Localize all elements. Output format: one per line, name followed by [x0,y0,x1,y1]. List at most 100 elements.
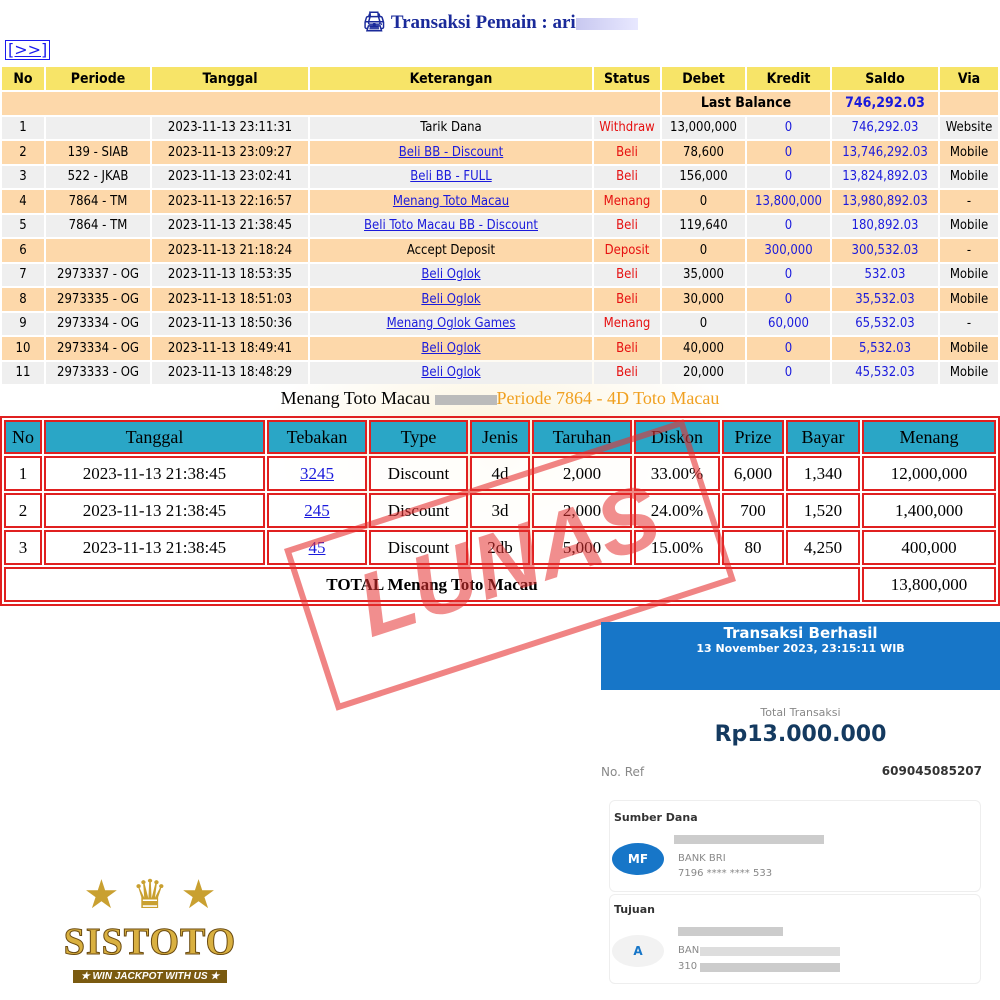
table-row: 6 2023-11-13 21:18:24 Accept Deposit Deposi… [2,239,998,262]
cell-periode: 7864 - TM [46,214,150,237]
cell-taruhan: 5,000 [532,530,632,565]
cell-no: 11 [2,361,44,384]
cell-no: 3 [4,530,42,565]
guess-number[interactable]: 245 [304,500,330,520]
cell-via: Mobile [940,141,998,164]
cell-kredit: 0 [747,214,830,237]
ref-label: No. Ref [601,765,645,779]
sistoto-logo: ★ ♛ ★ SISTOTO ★ WIN JACKPOT WITH US ★ [10,870,290,995]
table-row: 2 2023-11-13 21:38:45 245 Discount 3d 2,000 24… [4,493,996,528]
cell-debet: 0 [662,190,745,213]
description-link[interactable]: Beli Oglok [310,263,592,286]
cell-saldo: 13,824,892.03 [832,165,938,188]
cell-diskon: 24.00% [634,493,720,528]
cell-no: 7 [2,263,44,286]
cell-prize: 80 [722,530,784,565]
last-balance-row: Last Balance 746,292.03 [2,92,998,115]
column-header-diskon: Diskon [634,420,720,454]
cell-periode: 522 - JKAB [46,165,150,188]
cell-status: Beli [594,141,660,164]
source-card: Sumber Dana MF BANK BRI 7196 **** **** 5… [609,800,981,892]
column-header-tanggal: Tanggal [152,67,308,90]
cell-status: Beli [594,361,660,384]
cell-periode: 139 - SIAB [46,141,150,164]
cell-kredit: 300,000 [747,239,830,262]
column-header-taruhan: Taruhan [532,420,632,454]
redacted-name [575,17,638,30]
column-header-tanggal: Tanggal [44,420,265,454]
cell-via: Mobile [940,337,998,360]
cell-type: Discount [369,530,468,565]
cell-menang: 1,400,000 [862,493,996,528]
cell-tanggal: 2023-11-13 21:38:45 [44,456,265,491]
cell-bayar: 4,250 [786,530,860,565]
table-row: 2 139 - SIAB 2023-11-13 23:09:27 Beli BB - … [2,141,998,164]
receipt-datetime: 13 November 2023, 23:15:11 WIB [696,642,905,655]
cell-status: Beli [594,288,660,311]
cell-debet: 156,000 [662,165,745,188]
cell-periode: 2973335 - OG [46,288,150,311]
cell-kredit: 0 [747,116,830,139]
column-header-no: No [2,67,44,90]
cell-tanggal: 2023-11-13 21:18:24 [152,239,308,262]
destination-card: Tujuan A BAN 310 [609,894,981,984]
description-link[interactable]: Beli Oglok [310,361,592,384]
cell-debet: 119,640 [662,214,745,237]
printer-icon: 🖨 [362,12,387,33]
cell-no: 4 [2,190,44,213]
cell-saldo: 5,532.03 [832,337,938,360]
cell-saldo: 45,532.03 [832,361,938,384]
cell-saldo: 746,292.03 [832,116,938,139]
guess-number[interactable]: 45 [308,537,326,557]
cell-via: Mobile [940,214,998,237]
guess-number[interactable]: 3245 [300,463,334,483]
description-link[interactable]: Beli Oglok [310,288,592,311]
cell-kredit: 0 [747,337,830,360]
guess-link[interactable]: 3245 [267,456,367,491]
column-header-prize: Prize [722,420,784,454]
cell-menang: 400,000 [862,530,996,565]
cell-periode [46,116,150,139]
cell-no: 5 [2,214,44,237]
total-label: TOTAL Menang Toto Macau [4,567,860,602]
column-header-status: Status [594,67,660,90]
cell-status: Withdraw [594,116,660,139]
cell-status: Beli [594,263,660,286]
cell-status: Menang [594,190,660,213]
cell-kredit: 0 [747,361,830,384]
description-link[interactable]: Beli Toto Macau BB - Discount [310,214,592,237]
cell-diskon: 15.00% [634,530,720,565]
cell-no: 10 [2,337,44,360]
guess-link[interactable]: 245 [267,493,367,528]
avatar: MF [612,843,664,875]
cell-periode [46,239,150,262]
cell-tanggal: 2023-11-13 18:49:41 [152,337,308,360]
cell-tanggal: 2023-11-13 18:51:03 [152,288,308,311]
cell-saldo: 180,892.03 [832,214,938,237]
cell-via: Mobile [940,263,998,286]
description-link[interactable]: Beli Oglok [310,337,592,360]
description-link[interactable]: Beli BB - Discount [310,141,592,164]
cell-no: 2 [2,141,44,164]
guess-link[interactable]: 45 [267,530,367,565]
table-row: 11 2973333 - OG 2023-11-13 18:48:29 Beli Og… [2,361,998,384]
cell-status: Beli [594,214,660,237]
cell-periode: 2973333 - OG [46,361,150,384]
cell-tanggal: 2023-11-13 21:38:45 [44,493,265,528]
cell-via: - [940,190,998,213]
cell-no: 3 [2,165,44,188]
cell-tanggal: 2023-11-13 18:50:36 [152,312,308,335]
column-header-bayar: Bayar [786,420,860,454]
cell-no: 8 [2,288,44,311]
cell-no: 2 [4,493,42,528]
description-link[interactable]: Menang Oglok Games [310,312,592,335]
table-row: 7 2973337 - OG 2023-11-13 18:53:35 Beli Ogl… [2,263,998,286]
cell-saldo: 13,746,292.03 [832,141,938,164]
description-link[interactable]: Beli BB - FULL [310,165,592,188]
table-row: 5 7864 - TM 2023-11-13 21:38:45 Beli Toto M… [2,214,998,237]
cell-no: 9 [2,312,44,335]
description-link[interactable]: Menang Toto Macau [310,190,592,213]
cell-via: Mobile [940,361,998,384]
next-page-link[interactable]: [>>] [5,40,51,60]
cell-debet: 40,000 [662,337,745,360]
